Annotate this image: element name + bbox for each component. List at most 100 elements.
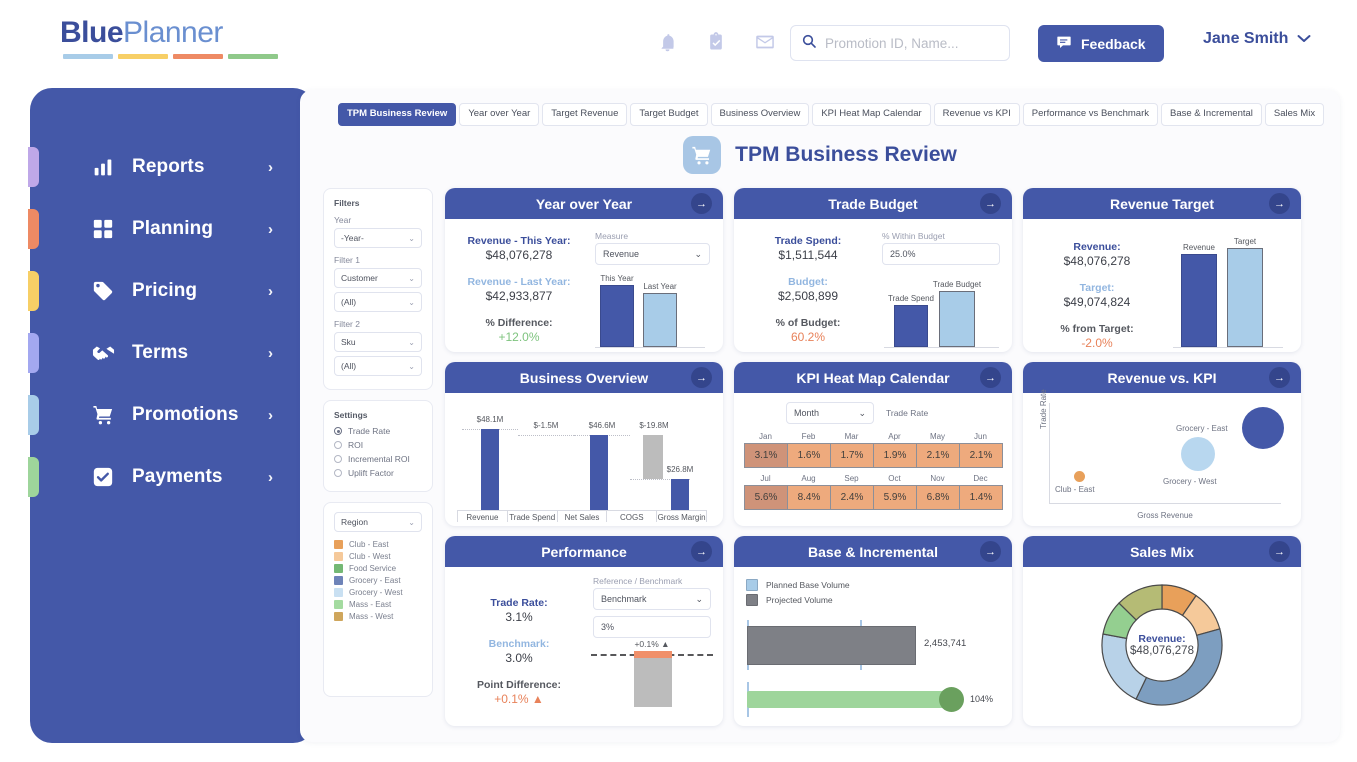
sidebar-item-payments[interactable]: Payments › — [28, 446, 315, 508]
tab-sales-mix[interactable]: Sales Mix — [1264, 103, 1325, 126]
connector-line — [630, 479, 690, 480]
radio-roi[interactable]: ROI — [334, 440, 422, 450]
filter1-value-select[interactable]: (All) ⌄ — [334, 292, 422, 312]
heatmap-cell[interactable]: 2.1% — [959, 443, 1003, 468]
heatmap-period-select[interactable]: Month ⌄ — [786, 402, 874, 424]
clipboard-check-icon[interactable] — [704, 30, 728, 54]
card-open-arrow-icon[interactable]: → — [980, 193, 1001, 214]
heatmap-cell[interactable]: 6.8% — [916, 485, 960, 510]
wf-value-label: $-19.8M — [639, 421, 669, 430]
tab-business-overview[interactable]: Business Overview — [710, 103, 810, 126]
tab-year-over-year[interactable]: Year over Year — [459, 103, 540, 126]
legend-item: Club - West — [334, 552, 422, 561]
radio-uplift-factor[interactable]: Uplift Factor — [334, 468, 422, 478]
filter2-value-select[interactable]: (All) ⌄ — [334, 356, 422, 376]
sidebar-item-promotions[interactable]: Promotions › — [28, 384, 315, 446]
filter1-dimension-select[interactable]: Customer ⌄ — [334, 268, 422, 288]
heatmap-month: Jan — [759, 432, 772, 441]
tab-tpm-business-review[interactable]: TPM Business Review — [338, 103, 457, 126]
tab-revenue-vs-kpi[interactable]: Revenue vs KPI — [933, 103, 1020, 126]
feedback-button[interactable]: Feedback — [1038, 25, 1164, 62]
chevron-down-icon: ⌄ — [408, 517, 415, 527]
heatmap-month: Sep — [844, 474, 859, 483]
yoy-axis-line — [595, 347, 705, 348]
heatmap-cell[interactable]: 1.9% — [873, 443, 917, 468]
heatmap-month: Feb — [801, 432, 816, 441]
bell-icon[interactable] — [655, 30, 679, 54]
budget-label: Budget: — [788, 276, 828, 288]
app-logo[interactable]: BluePlanner — [60, 16, 278, 59]
card-open-arrow-icon[interactable]: → — [980, 367, 1001, 388]
envelope-icon[interactable] — [753, 30, 777, 54]
filter2-dimension-select[interactable]: Sku ⌄ — [334, 332, 422, 352]
card-open-arrow-icon[interactable]: → — [1269, 367, 1290, 388]
card-open-arrow-icon[interactable]: → — [1269, 541, 1290, 562]
card-header: Sales Mix → — [1023, 536, 1301, 567]
reference-value-input[interactable]: 3% — [593, 616, 711, 638]
region-select[interactable]: Region ⌄ — [334, 512, 422, 532]
sidebar-tab-promotions — [28, 395, 39, 435]
heatmap-cell[interactable]: 1.7% — [830, 443, 874, 468]
card-open-arrow-icon[interactable]: → — [980, 541, 1001, 562]
radio-trade-rate[interactable]: Trade Rate — [334, 426, 422, 436]
heatmap-cell[interactable]: 5.9% — [873, 485, 917, 510]
reference-benchmark-select[interactable]: Benchmark ⌄ — [593, 588, 711, 610]
heatmap-cell[interactable]: 1.4% — [959, 485, 1003, 510]
yoy-measure-value: Revenue — [603, 249, 640, 259]
donut-center-text: Revenue: $48,076,278 — [1023, 633, 1301, 657]
heatmap-cell[interactable]: 2.1% — [916, 443, 960, 468]
card-open-arrow-icon[interactable]: → — [691, 367, 712, 388]
donut-svg — [1101, 584, 1223, 706]
heatmap-cell[interactable]: 8.4% — [787, 485, 831, 510]
heatmap-cell[interactable]: 1.6% — [787, 443, 831, 468]
card-open-arrow-icon[interactable]: → — [691, 541, 712, 562]
year-select[interactable]: -Year- ⌄ — [334, 228, 422, 248]
card-performance: Performance → Trade Rate: 3.1% Benchmark… — [445, 536, 723, 726]
tab-kpi-heat-map-calendar[interactable]: KPI Heat Map Calendar — [812, 103, 931, 126]
scatter-point-club-east[interactable] — [1074, 471, 1085, 482]
legend-label: Mass - East — [349, 600, 392, 609]
chevron-down-icon: ⌄ — [408, 233, 415, 243]
scatter-point-grocery-west[interactable] — [1181, 437, 1215, 471]
search-box[interactable] — [790, 25, 1010, 61]
heatmap-cell[interactable]: 3.1% — [744, 443, 788, 468]
heatmap-month: Mar — [844, 432, 859, 441]
radio-indicator — [334, 455, 342, 463]
user-menu[interactable]: Jane Smith — [1203, 30, 1311, 48]
search-input[interactable] — [825, 35, 999, 51]
rt-bar-revenue — [1181, 254, 1217, 347]
chevron-right-icon: › — [268, 282, 273, 300]
card-open-arrow-icon[interactable]: → — [691, 193, 712, 214]
radio-label: Incremental ROI — [348, 454, 410, 464]
sidebar-item-terms[interactable]: Terms › — [28, 322, 315, 384]
heatmap-cell[interactable]: 5.6% — [744, 485, 788, 510]
tab-target-revenue[interactable]: Target Revenue — [542, 103, 628, 126]
reference-value: 3% — [601, 622, 615, 632]
donut-center-value: $48,076,278 — [1130, 645, 1194, 657]
trade-spend-value: $1,511,544 — [778, 248, 838, 262]
scatter-point-grocery-east[interactable] — [1242, 407, 1284, 449]
chevron-down-icon: ⌄ — [695, 593, 703, 604]
wf-value-label: $-1.5M — [533, 421, 559, 430]
yoy-last-year-value: $42,933,877 — [485, 289, 553, 303]
tab-target-budget[interactable]: Target Budget — [630, 103, 708, 126]
tab-performance-vs-benchmark[interactable]: Performance vs Benchmark — [1022, 103, 1158, 126]
legend-swatch — [334, 576, 343, 585]
scatter-label: Club - East — [1055, 485, 1095, 494]
wf-value-label: $48.1M — [476, 415, 504, 424]
scatter-x-axis-label: Gross Revenue — [1137, 511, 1193, 520]
heatmap-cell[interactable]: 2.4% — [830, 485, 874, 510]
legend-swatch — [334, 588, 343, 597]
sidebar-item-reports[interactable]: Reports › — [28, 136, 315, 198]
wf-bar-gross-margin — [671, 479, 689, 510]
radio-incremental-roi[interactable]: Incremental ROI — [334, 454, 422, 464]
sidebar-item-planning[interactable]: Planning › — [28, 198, 315, 260]
sidebar-item-pricing[interactable]: Pricing › — [28, 260, 315, 322]
shopping-cart-icon — [683, 136, 722, 174]
card-open-arrow-icon[interactable]: → — [1269, 193, 1290, 214]
yoy-measure-select[interactable]: Revenue ⌄ — [595, 243, 710, 265]
sidebar-tab-payments — [28, 457, 39, 497]
tab-base-and-incremental[interactable]: Base & Incremental — [1161, 103, 1262, 126]
tb-bar-caption: Trade Spend — [888, 293, 934, 303]
within-budget-input[interactable]: 25.0% — [882, 243, 1000, 265]
